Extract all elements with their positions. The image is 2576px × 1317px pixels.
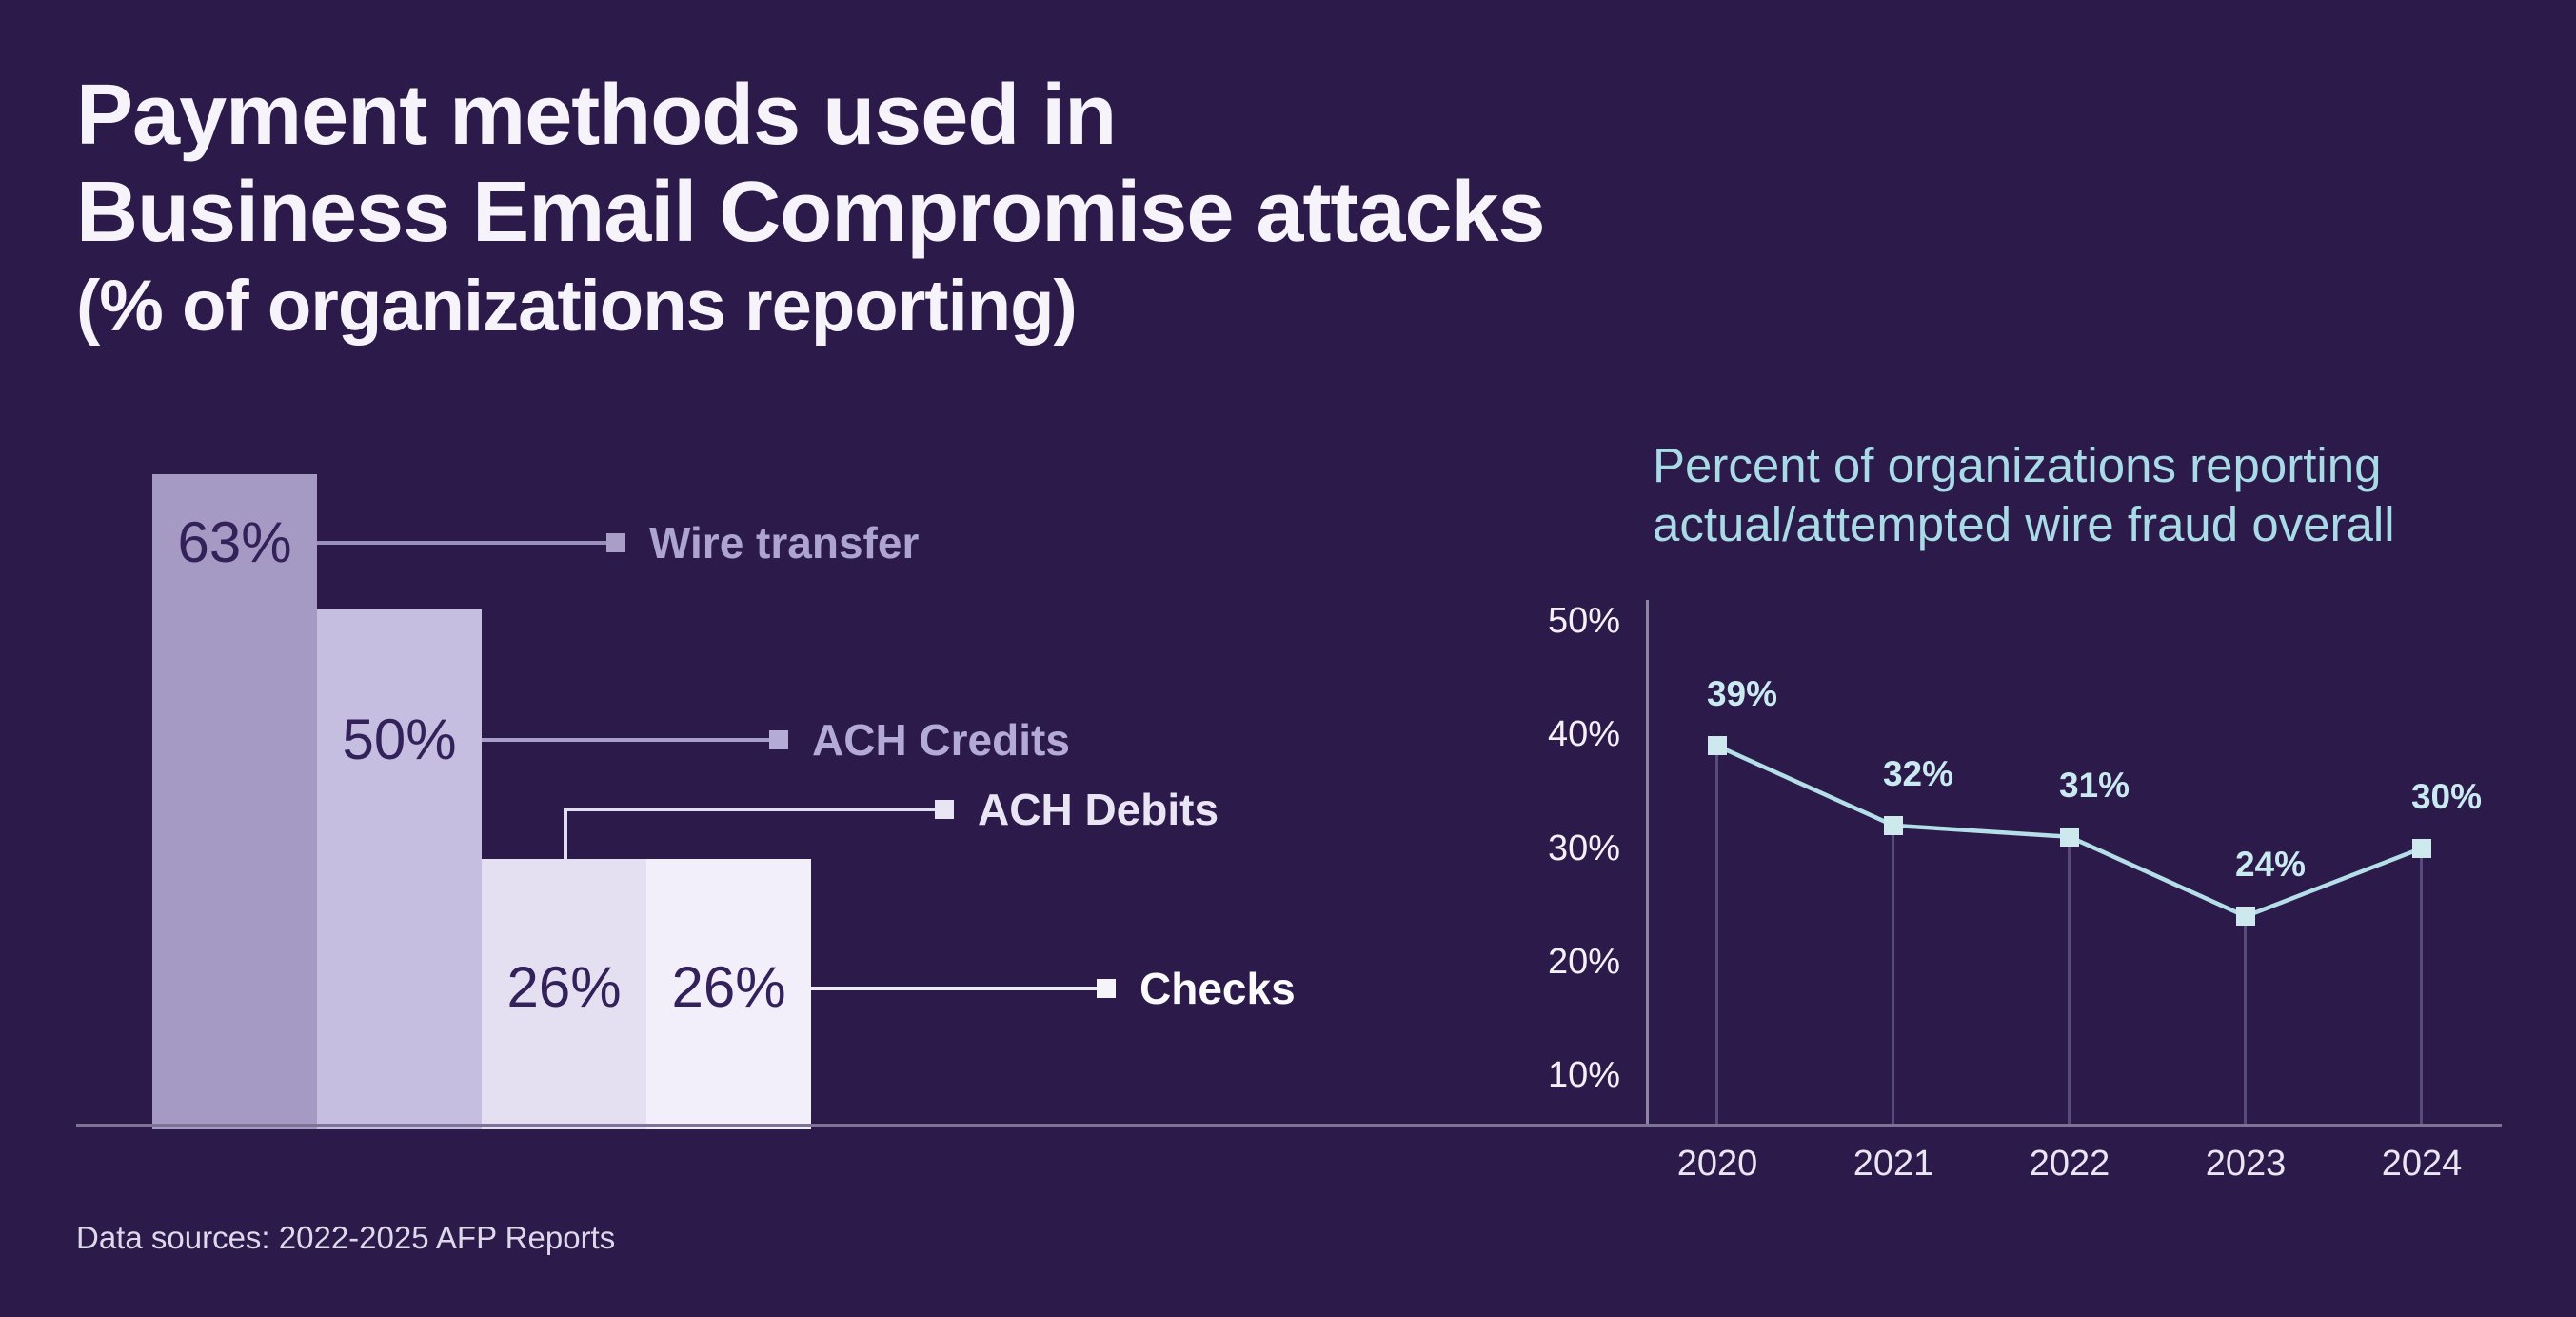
data-label-2023: 24% bbox=[2234, 845, 2307, 885]
category-label-ach-debits: ACH Debits bbox=[978, 785, 1219, 834]
data-sources-note: Data sources: 2022-2025 AFP Reports bbox=[76, 1220, 616, 1255]
data-label-2021: 32% bbox=[1882, 753, 1954, 793]
main-title-line-2: Business Email Compromise attacks bbox=[76, 165, 1546, 260]
callout-marker-ach-debits bbox=[935, 800, 954, 819]
category-label-ach-credits: ACH Credits bbox=[812, 715, 1070, 765]
x-tick-2021: 2021 bbox=[1853, 1144, 1934, 1184]
callout-line-checks bbox=[811, 987, 1097, 990]
bar-wire-transfer bbox=[152, 474, 317, 1129]
y-tick-40: 40% bbox=[1547, 714, 1620, 755]
callout-marker-ach-credits bbox=[769, 730, 788, 749]
y-tick-30: 30% bbox=[1547, 828, 1620, 868]
data-label-2022: 31% bbox=[2058, 765, 2130, 805]
data-marker-2024 bbox=[2412, 838, 2431, 858]
main-title-line-1: Payment methods used in bbox=[76, 68, 1117, 163]
main-title: Payment methods used in Business Email C… bbox=[76, 67, 1546, 352]
bar-ach-credits bbox=[317, 609, 482, 1129]
callout-line-ach-debits bbox=[564, 808, 935, 811]
data-marker-2021 bbox=[1884, 815, 1903, 835]
x-tick-2022: 2022 bbox=[2029, 1144, 2110, 1184]
data-label-2024: 30% bbox=[2410, 776, 2483, 816]
callout-line-ach-credits bbox=[482, 738, 769, 742]
line-chart-title-line-1: Percent of organizations reporting bbox=[1653, 438, 2382, 492]
x-tick-2023: 2023 bbox=[2205, 1144, 2287, 1184]
bar-value-label-wire-transfer: 63% bbox=[177, 510, 292, 574]
callout-line-wire-transfer bbox=[317, 541, 606, 545]
data-label-2020: 39% bbox=[1706, 674, 1778, 714]
y-tick-50: 50% bbox=[1547, 601, 1620, 642]
data-marker-2022 bbox=[2060, 827, 2079, 847]
y-axis-line bbox=[1646, 600, 1649, 1127]
x-axis-baseline bbox=[76, 1124, 2502, 1127]
data-marker-2023 bbox=[2236, 907, 2255, 927]
x-tick-2020: 2020 bbox=[1676, 1144, 1758, 1184]
line-chart-title: Percent of organizations reporting actua… bbox=[1653, 436, 2395, 554]
y-tick-20: 20% bbox=[1547, 942, 1620, 982]
bar-checks bbox=[646, 859, 811, 1129]
main-title-line-3: (% of organizations reporting) bbox=[76, 266, 1078, 347]
y-tick-10: 10% bbox=[1547, 1055, 1620, 1096]
drop-line-2024 bbox=[2420, 848, 2423, 1127]
drop-line-2023 bbox=[2244, 916, 2247, 1127]
bar-ach-debits bbox=[482, 859, 646, 1129]
data-marker-2020 bbox=[1708, 736, 1727, 756]
x-tick-2024: 2024 bbox=[2381, 1144, 2463, 1184]
bar-value-label-ach-credits: 50% bbox=[342, 708, 457, 771]
bar-value-label-ach-debits: 26% bbox=[506, 955, 622, 1019]
bar-value-label-checks: 26% bbox=[671, 955, 786, 1019]
category-label-wire-transfer: Wire transfer bbox=[649, 518, 920, 568]
callout-marker-checks bbox=[1097, 979, 1116, 998]
category-label-checks: Checks bbox=[1139, 964, 1296, 1013]
drop-line-2022 bbox=[2068, 836, 2071, 1127]
callout-marker-wire-transfer bbox=[606, 533, 625, 552]
drop-line-2021 bbox=[1892, 825, 1894, 1127]
drop-line-2020 bbox=[1715, 746, 1718, 1127]
callout-riser-ach-debits bbox=[564, 809, 567, 859]
line-chart-title-line-2: actual/attempted wire fraud overall bbox=[1653, 497, 2395, 551]
